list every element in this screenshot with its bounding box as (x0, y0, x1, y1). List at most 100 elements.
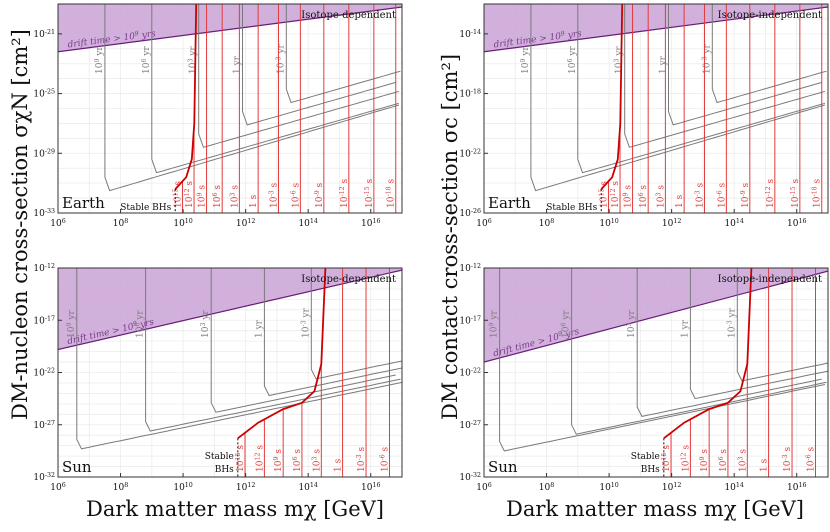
y-tick-label: 10-27 (33, 419, 55, 431)
iso-time-label: 109 yr (519, 46, 531, 74)
iso-time-label: 1 yr (659, 55, 669, 74)
y-tick-label: 10-27 (459, 419, 481, 431)
drift-shaded-region (484, 268, 828, 363)
iso-time-curve (198, 4, 400, 148)
x-tick-label: 108 (539, 218, 554, 230)
lifetime-label: 1015 s (598, 181, 610, 208)
stability-boundary (237, 268, 327, 440)
y-tick-label: 10-33 (33, 208, 55, 220)
stable-bh-label: Stable BHs (546, 203, 597, 213)
lifetime-label: 10-3 s (356, 447, 368, 472)
body-label: Sun (488, 458, 518, 476)
lifetime-label: 103 s (311, 449, 323, 472)
x-tick-label: 106 (476, 482, 491, 494)
axes-frame (483, 3, 829, 214)
lifetime-label: 103 s (655, 185, 667, 208)
stable-bh-label: Stable (205, 452, 234, 462)
x-tick-label: 1016 (361, 482, 380, 494)
y-tick-label: 10-18 (459, 88, 481, 100)
lifetime-label: 1012 s (254, 445, 266, 472)
y-axis-label-right: DM contact cross-section σc [cm²] (438, 53, 462, 420)
body-label: Sun (62, 458, 92, 476)
stability-boundary (600, 4, 624, 190)
x-tick-label: 1016 (361, 218, 380, 230)
iso-time-curve (711, 4, 827, 104)
y-tick-label: 10-22 (459, 148, 481, 160)
panel-title: Isotope-independent (718, 274, 822, 285)
iso-time-curve (571, 268, 827, 435)
x-tick-label: 1012 (236, 482, 255, 494)
y-tick-label: 10-22 (33, 367, 55, 379)
x-tick-label: 108 (113, 482, 128, 494)
iso-time-label: 106 yr (566, 46, 578, 74)
iso-time-label: 1 yr (233, 55, 243, 74)
x-tick-label: 106 (50, 218, 65, 230)
lifetime-label: 1 s (334, 458, 344, 472)
lifetime-label: 103 s (737, 449, 749, 472)
iso-time-label: 103 yr (187, 46, 199, 74)
x-tick-label: 1014 (724, 218, 743, 230)
drift-boundary-line (58, 6, 402, 53)
iso-time-label: 109 yr (93, 46, 105, 74)
lifetime-label: 106 s (212, 185, 224, 208)
lifetime-label: 10-9 s (739, 183, 751, 208)
lifetime-label: 106 s (717, 449, 729, 472)
y-tick-label: 10-12 (459, 263, 481, 275)
stable-bh-label: Stable (631, 452, 660, 462)
x-tick-label: 1010 (599, 482, 618, 494)
lifetime-label: 10-15 s (789, 179, 801, 208)
y-tick-label: 10-17 (459, 315, 481, 327)
iso-time-label: 10-3 yr (701, 43, 713, 74)
iso-time-curve (689, 268, 828, 400)
x-tick-label: 1010 (173, 218, 192, 230)
y-axis-label-left: DM-nucleon cross-section σχN [cm²] (8, 29, 32, 420)
lifetime-label: 10-6 s (379, 447, 391, 472)
iso-time-label: 106 yr (134, 310, 146, 338)
y-tick-label: 10-29 (33, 148, 55, 160)
panel-title: Isotope-independent (718, 10, 822, 21)
lifetime-label: 10-6 s (716, 183, 728, 208)
x-tick-label: 1016 (787, 482, 806, 494)
lifetime-label: 10-3 s (694, 183, 706, 208)
lifetime-label: 10-12 s (338, 179, 350, 208)
lifetime-label: 10-3 s (782, 447, 794, 472)
iso-time-curve (624, 4, 826, 148)
lifetime-label: 1 s (760, 458, 770, 472)
iso-time-label: 109 yr (65, 310, 77, 338)
drift-boundary-line (484, 6, 828, 53)
y-tick-label: 10-26 (459, 208, 481, 220)
lifetime-label: 10-3 s (268, 183, 280, 208)
y-tick-label: 10-32 (33, 472, 55, 484)
x-tick-label: 106 (476, 218, 491, 230)
iso-time-label: 106 yr (140, 46, 152, 74)
x-axis-label-right: Dark matter mass mχ [GeV] (506, 497, 804, 521)
iso-time-curve (210, 268, 396, 413)
lifetime-label: 10-6 s (290, 183, 302, 208)
iso-time-curve (151, 4, 400, 174)
y-tick-label: 10-22 (459, 367, 481, 379)
iso-time-label: 1 yr (254, 319, 264, 338)
iso-time-curve (145, 268, 401, 432)
x-tick-label: 108 (539, 482, 554, 494)
panel-title: Isotope-dependent (301, 10, 396, 21)
lifetime-label: 103 s (229, 185, 241, 208)
iso-time-label: 10-3 yr (726, 307, 738, 338)
y-tick-label: 10-21 (33, 28, 55, 40)
stable-bh-label: Stable BHs (120, 203, 171, 213)
iso-time-curve (530, 4, 826, 192)
panel-title: Isotope-dependent (301, 274, 396, 285)
y-tick-label: 10-25 (33, 88, 55, 100)
iso-time-label: 109 yr (488, 310, 500, 338)
x-tick-label: 1014 (298, 482, 317, 494)
iso-time-curve (668, 4, 822, 126)
lifetime-label: 109 s (273, 449, 285, 472)
stability-boundary (663, 268, 753, 440)
iso-time-curve (76, 268, 402, 450)
lifetime-label: 10-18 s (385, 179, 397, 208)
